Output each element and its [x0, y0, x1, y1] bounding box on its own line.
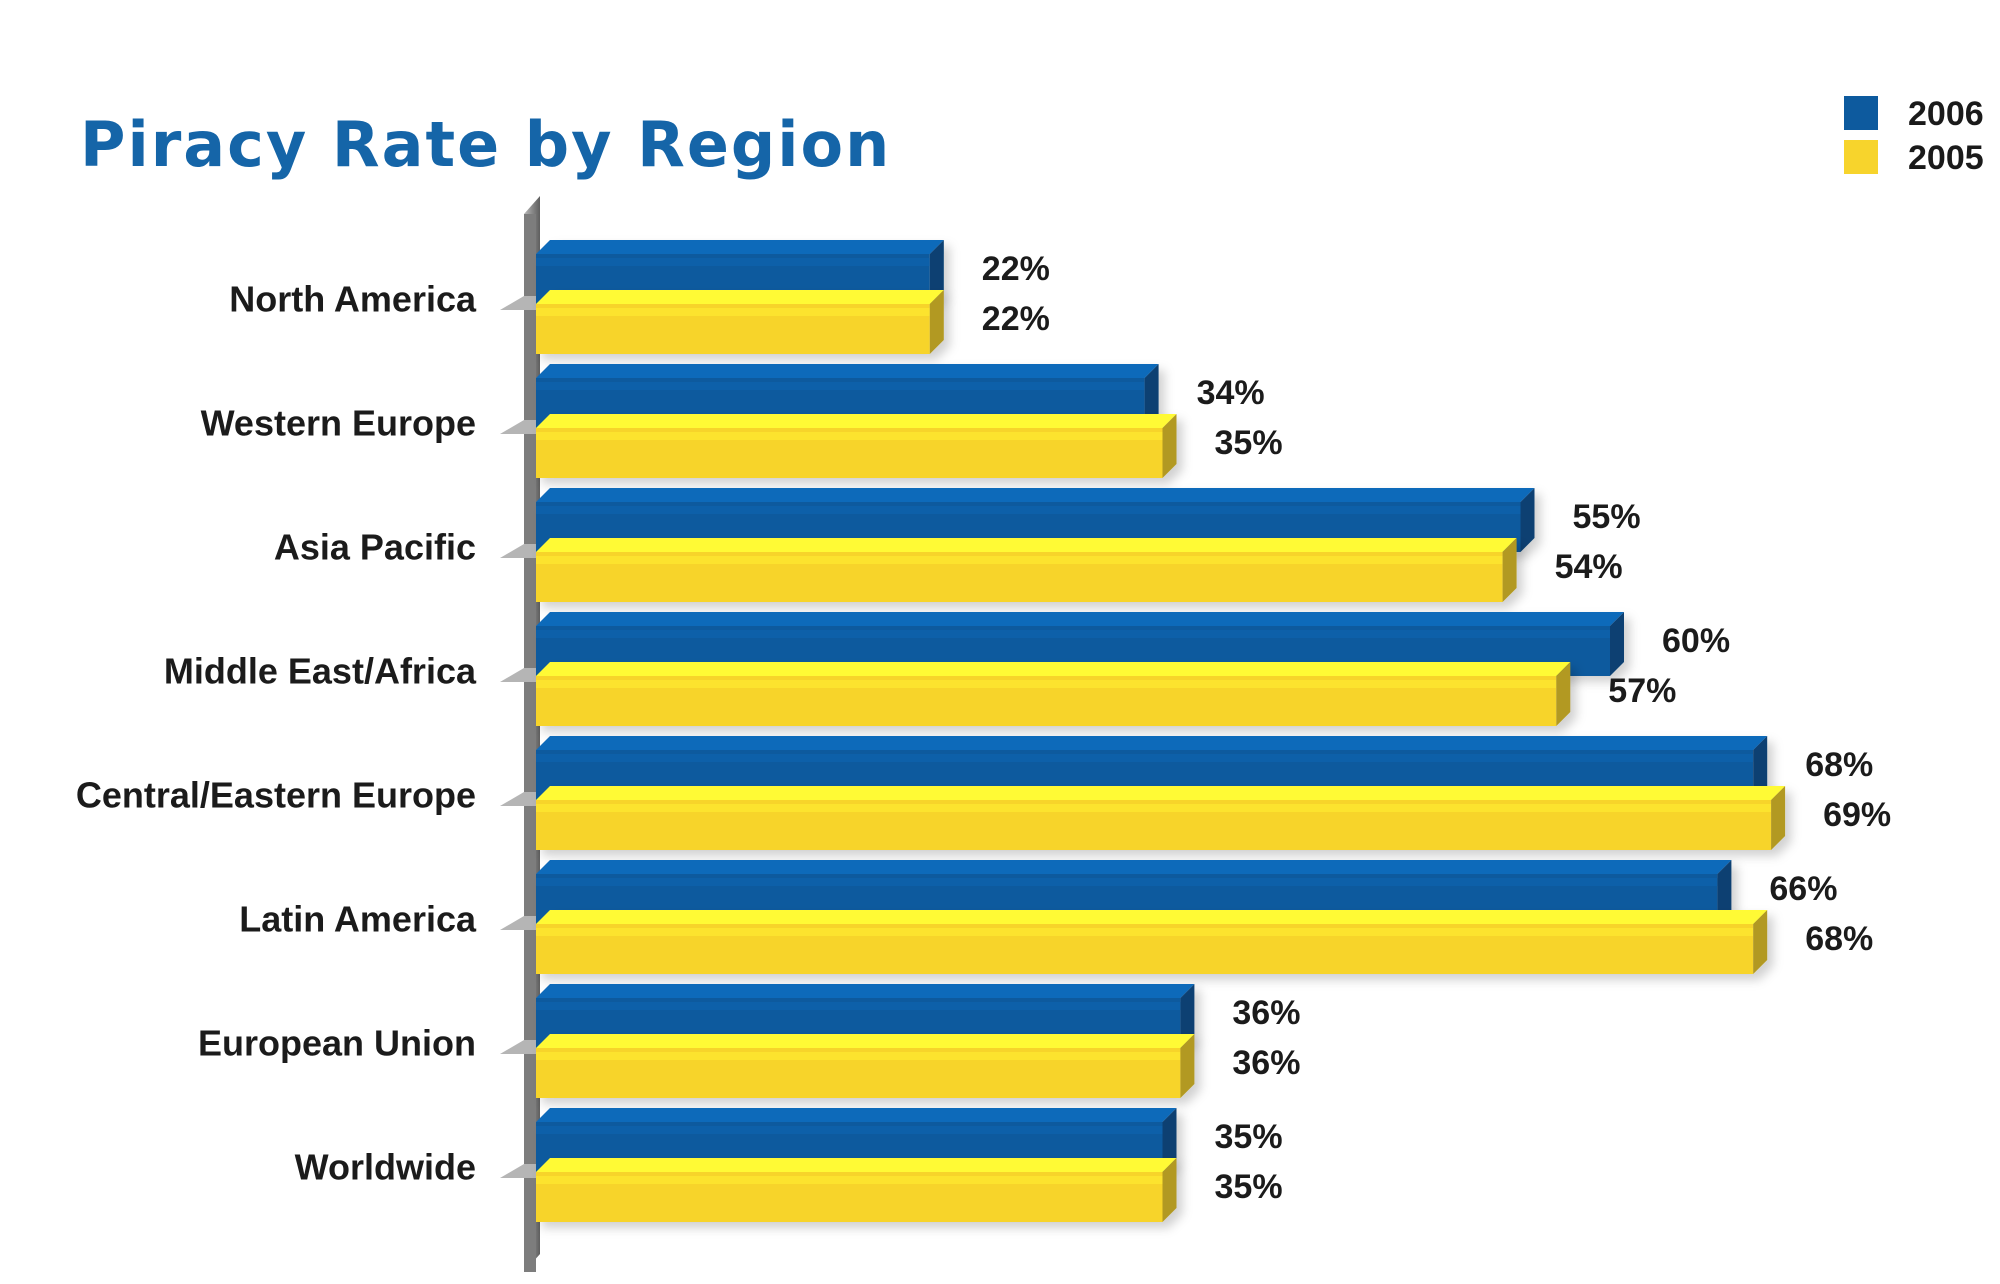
category-label: Asia Pacific [274, 527, 476, 568]
category-label: Worldwide [295, 1147, 476, 1188]
value-label-2006: 68% [1805, 746, 1873, 784]
bar-2005 [536, 1034, 1195, 1098]
category-label: North America [229, 279, 477, 320]
legend-item-2006: 2006 [1844, 94, 1994, 134]
bar-2005 [536, 910, 1768, 974]
y-axis-tick [500, 1040, 536, 1054]
legend-swatch-2006 [1844, 96, 1878, 130]
y-axis-tick [500, 1164, 536, 1178]
legend-item-2005: 2005 [1844, 138, 1994, 178]
category-label: Western Europe [201, 403, 476, 444]
value-label-2006: 35% [1215, 1118, 1283, 1156]
y-axis-tick [500, 668, 536, 682]
value-label-2006: 22% [982, 250, 1050, 288]
value-label-2005: 68% [1805, 920, 1873, 958]
bars-layer [536, 240, 1786, 1222]
legend-swatch-2005 [1844, 140, 1878, 174]
category-label: European Union [198, 1023, 476, 1064]
value-label-2005: 54% [1555, 548, 1623, 586]
y-axis-tick [500, 792, 536, 806]
y-axis-tick [500, 916, 536, 930]
value-label-2006: 36% [1232, 994, 1300, 1032]
category-label: Latin America [239, 899, 477, 940]
axis-layer [500, 196, 540, 1272]
y-axis-line [524, 214, 536, 1272]
legend-label-2005: 2005 [1908, 139, 1984, 177]
labels-layer: North America 22% 22% Western Europe 34% 35% A… [76, 250, 1891, 1206]
y-axis-tick [500, 296, 536, 310]
legend-label-2006: 2006 [1908, 95, 1984, 133]
category-label: Middle East/Africa [164, 651, 477, 692]
value-label-2005: 36% [1232, 1044, 1300, 1082]
y-axis-tick [500, 420, 536, 434]
value-label-2005: 69% [1823, 796, 1891, 834]
value-label-2005: 35% [1215, 1168, 1283, 1206]
value-label-2006: 60% [1662, 622, 1730, 660]
value-label-2006: 34% [1197, 374, 1265, 412]
bar-2005 [536, 414, 1177, 478]
value-label-2006: 55% [1573, 498, 1641, 536]
bar-2005 [536, 290, 944, 354]
value-label-2005: 35% [1215, 424, 1283, 462]
value-label-2005: 57% [1608, 672, 1676, 710]
value-label-2006: 66% [1769, 870, 1837, 908]
bar-2005 [536, 1158, 1177, 1222]
bar-2005 [536, 538, 1517, 602]
chart-title: Piracy Rate by Region [80, 108, 892, 181]
category-label: Central/Eastern Europe [76, 775, 476, 816]
bar-2005 [536, 786, 1786, 850]
bar-2005 [536, 662, 1571, 726]
y-axis-tick [500, 544, 536, 558]
value-label-2005: 22% [982, 300, 1050, 338]
